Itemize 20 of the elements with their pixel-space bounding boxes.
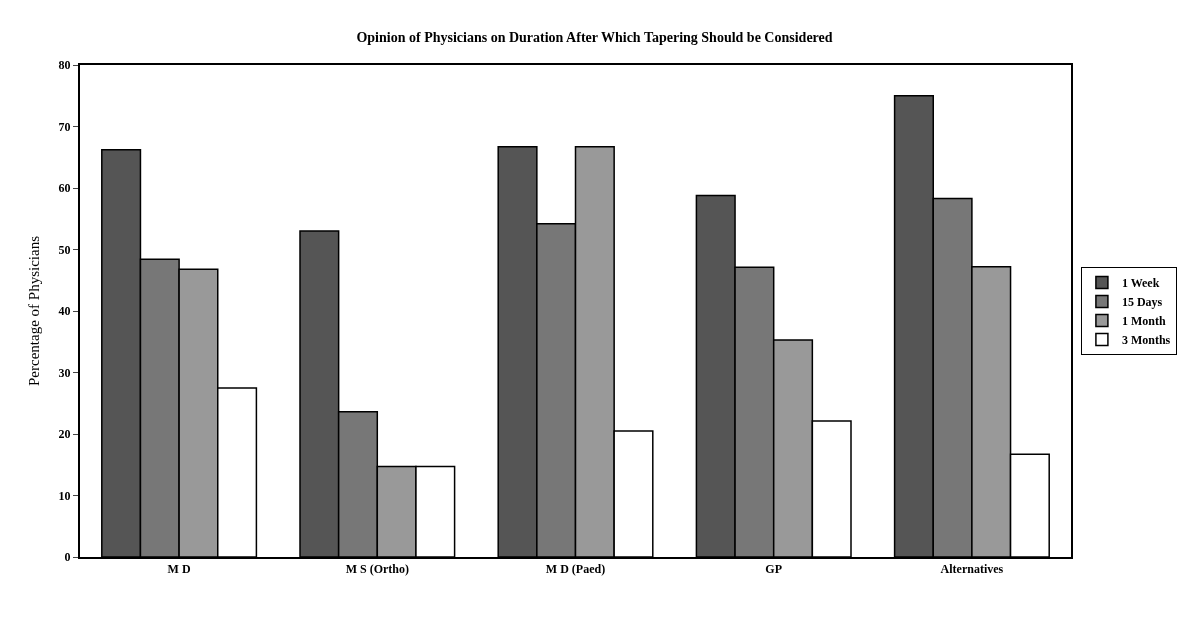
x-tick-label: M S (Ortho): [345, 562, 409, 577]
x-tick-label: GP: [765, 562, 783, 577]
x-tick-label: M D: [167, 562, 191, 577]
y-axis-title: Percentage of Physicians: [26, 235, 42, 386]
y-tick-label: 70: [58, 119, 71, 134]
x-tick-label: M D (Paed): [545, 562, 606, 577]
legend-label: 1 Month: [1121, 314, 1166, 329]
y-tick-label: 20: [58, 427, 71, 442]
y-tick-label: 30: [58, 365, 71, 380]
y-tick-label: 10: [58, 488, 71, 503]
y-tick-label: 80: [58, 58, 71, 73]
x-tick-label: Alternatives: [940, 562, 1004, 577]
chart-title: Opinion of Physicians on Duration After Which Tapering Should be Considered: [356, 29, 833, 45]
legend-label: 3 Months: [1121, 333, 1171, 348]
y-tick-label: 0: [64, 550, 71, 565]
y-tick-label: 50: [58, 242, 71, 257]
legend-label: 1 Week: [1121, 276, 1160, 291]
y-tick-label: 40: [58, 304, 71, 319]
legend-label: 15 Days: [1121, 295, 1163, 310]
y-tick-label: 60: [58, 181, 71, 196]
